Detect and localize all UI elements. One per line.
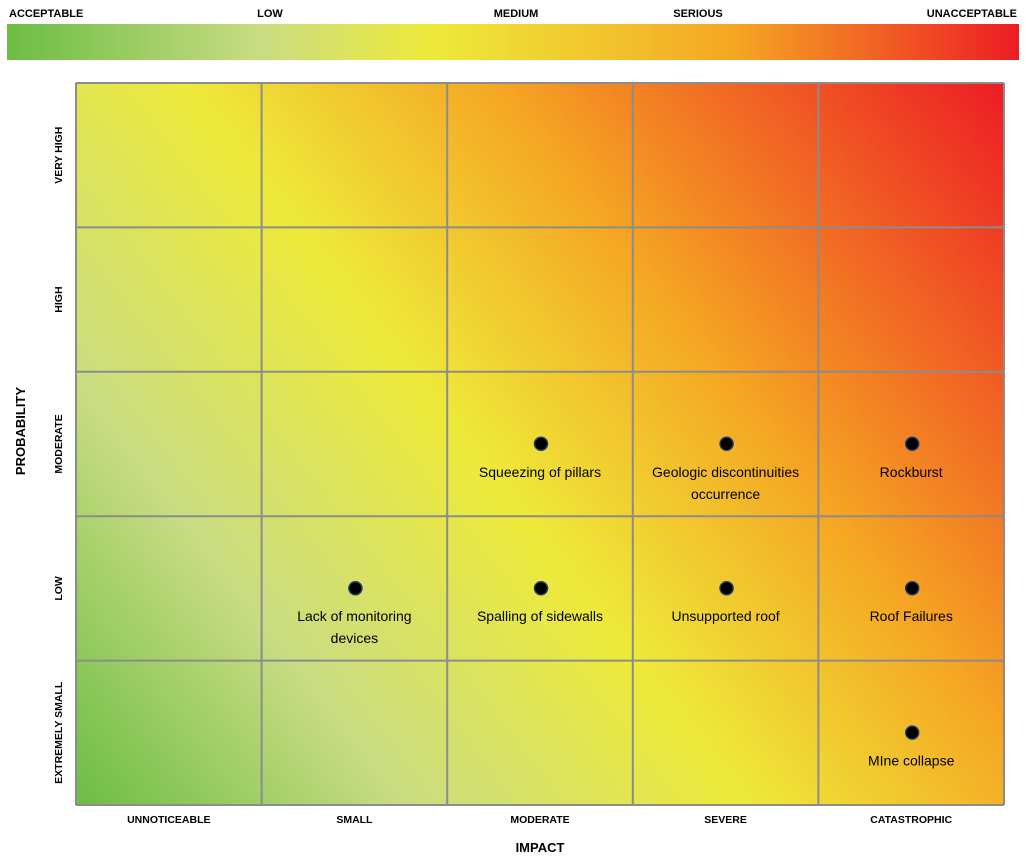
x-axis-title: IMPACT bbox=[516, 840, 565, 855]
risk-points: Squeezing of pillars Geologic discontinui… bbox=[297, 436, 955, 769]
risk-point: Spalling of sidewalls bbox=[477, 580, 603, 624]
color-scale: ACCEPTABLE LOW MEDIUM SERIOUS UNACCEPTABLE bbox=[7, 8, 1019, 60]
matrix-grid bbox=[75, 82, 1005, 806]
risk-point-marker bbox=[348, 580, 363, 596]
y-tick-label: MODERATE bbox=[53, 414, 65, 473]
risk-point-label: Squeezing of pillars bbox=[479, 464, 601, 480]
risk-matrix: Squeezing of pillars Geologic discontinui… bbox=[75, 82, 1005, 806]
risk-point-marker bbox=[719, 580, 734, 596]
risk-point-label: Spalling of sidewalls bbox=[477, 608, 603, 624]
risk-point: Squeezing of pillars bbox=[479, 436, 601, 480]
risk-point: Lack of monitoring devices bbox=[297, 580, 412, 646]
x-axis-ticks: UNNOTICEABLE SMALL MODERATE SEVERE CATASTROP… bbox=[127, 814, 952, 826]
y-tick-label: EXTREMELY SMALL bbox=[53, 681, 65, 784]
risk-point-label: devices bbox=[331, 630, 378, 646]
y-axis-title: PROBABILITY bbox=[13, 387, 28, 475]
risk-point-marker bbox=[719, 436, 734, 452]
x-tick-label: SEVERE bbox=[704, 814, 747, 826]
risk-point: Roof Failures bbox=[870, 580, 953, 624]
risk-point-marker bbox=[533, 436, 549, 452]
x-tick-label: MODERATE bbox=[510, 814, 569, 826]
color-scale-label: LOW bbox=[257, 8, 283, 20]
y-axis-ticks: EXTREMELY SMALL LOW MODERATE HIGH VERY HIGH bbox=[53, 127, 65, 784]
risk-point: Geologic discontinuities occurrence bbox=[652, 436, 799, 502]
risk-point-label: occurrence bbox=[691, 486, 760, 502]
risk-point-marker bbox=[904, 580, 920, 596]
color-scale-label: UNACCEPTABLE bbox=[927, 8, 1017, 20]
x-tick-label: UNNOTICEABLE bbox=[127, 814, 210, 826]
y-tick-label: HIGH bbox=[53, 286, 65, 312]
color-scale-labels: ACCEPTABLE LOW MEDIUM SERIOUS UNACCEPTABLE bbox=[9, 8, 1017, 20]
risk-point: MIne collapse bbox=[868, 725, 955, 769]
risk-point-label: MIne collapse bbox=[868, 753, 955, 769]
color-scale-label: ACCEPTABLE bbox=[9, 8, 83, 20]
risk-point: Rockburst bbox=[880, 436, 943, 480]
risk-point: Unsupported roof bbox=[672, 580, 780, 624]
color-scale-bar bbox=[7, 24, 1019, 60]
y-tick-label: LOW bbox=[53, 576, 65, 601]
x-tick-label: SMALL bbox=[336, 814, 373, 826]
x-tick-label: CATASTROPHIC bbox=[870, 814, 952, 826]
risk-point-marker bbox=[533, 580, 549, 596]
color-scale-label: MEDIUM bbox=[494, 8, 539, 20]
risk-point-label: Lack of monitoring bbox=[297, 608, 411, 624]
risk-point-marker bbox=[904, 725, 920, 740]
risk-point-label: Roof Failures bbox=[870, 608, 953, 624]
risk-point-label: Geologic discontinuities bbox=[652, 464, 799, 480]
y-tick-label: VERY HIGH bbox=[53, 127, 65, 184]
risk-point-label: Unsupported roof bbox=[672, 608, 780, 624]
risk-point-label: Rockburst bbox=[880, 464, 943, 480]
color-scale-label: SERIOUS bbox=[673, 8, 723, 20]
risk-point-marker bbox=[904, 436, 920, 452]
